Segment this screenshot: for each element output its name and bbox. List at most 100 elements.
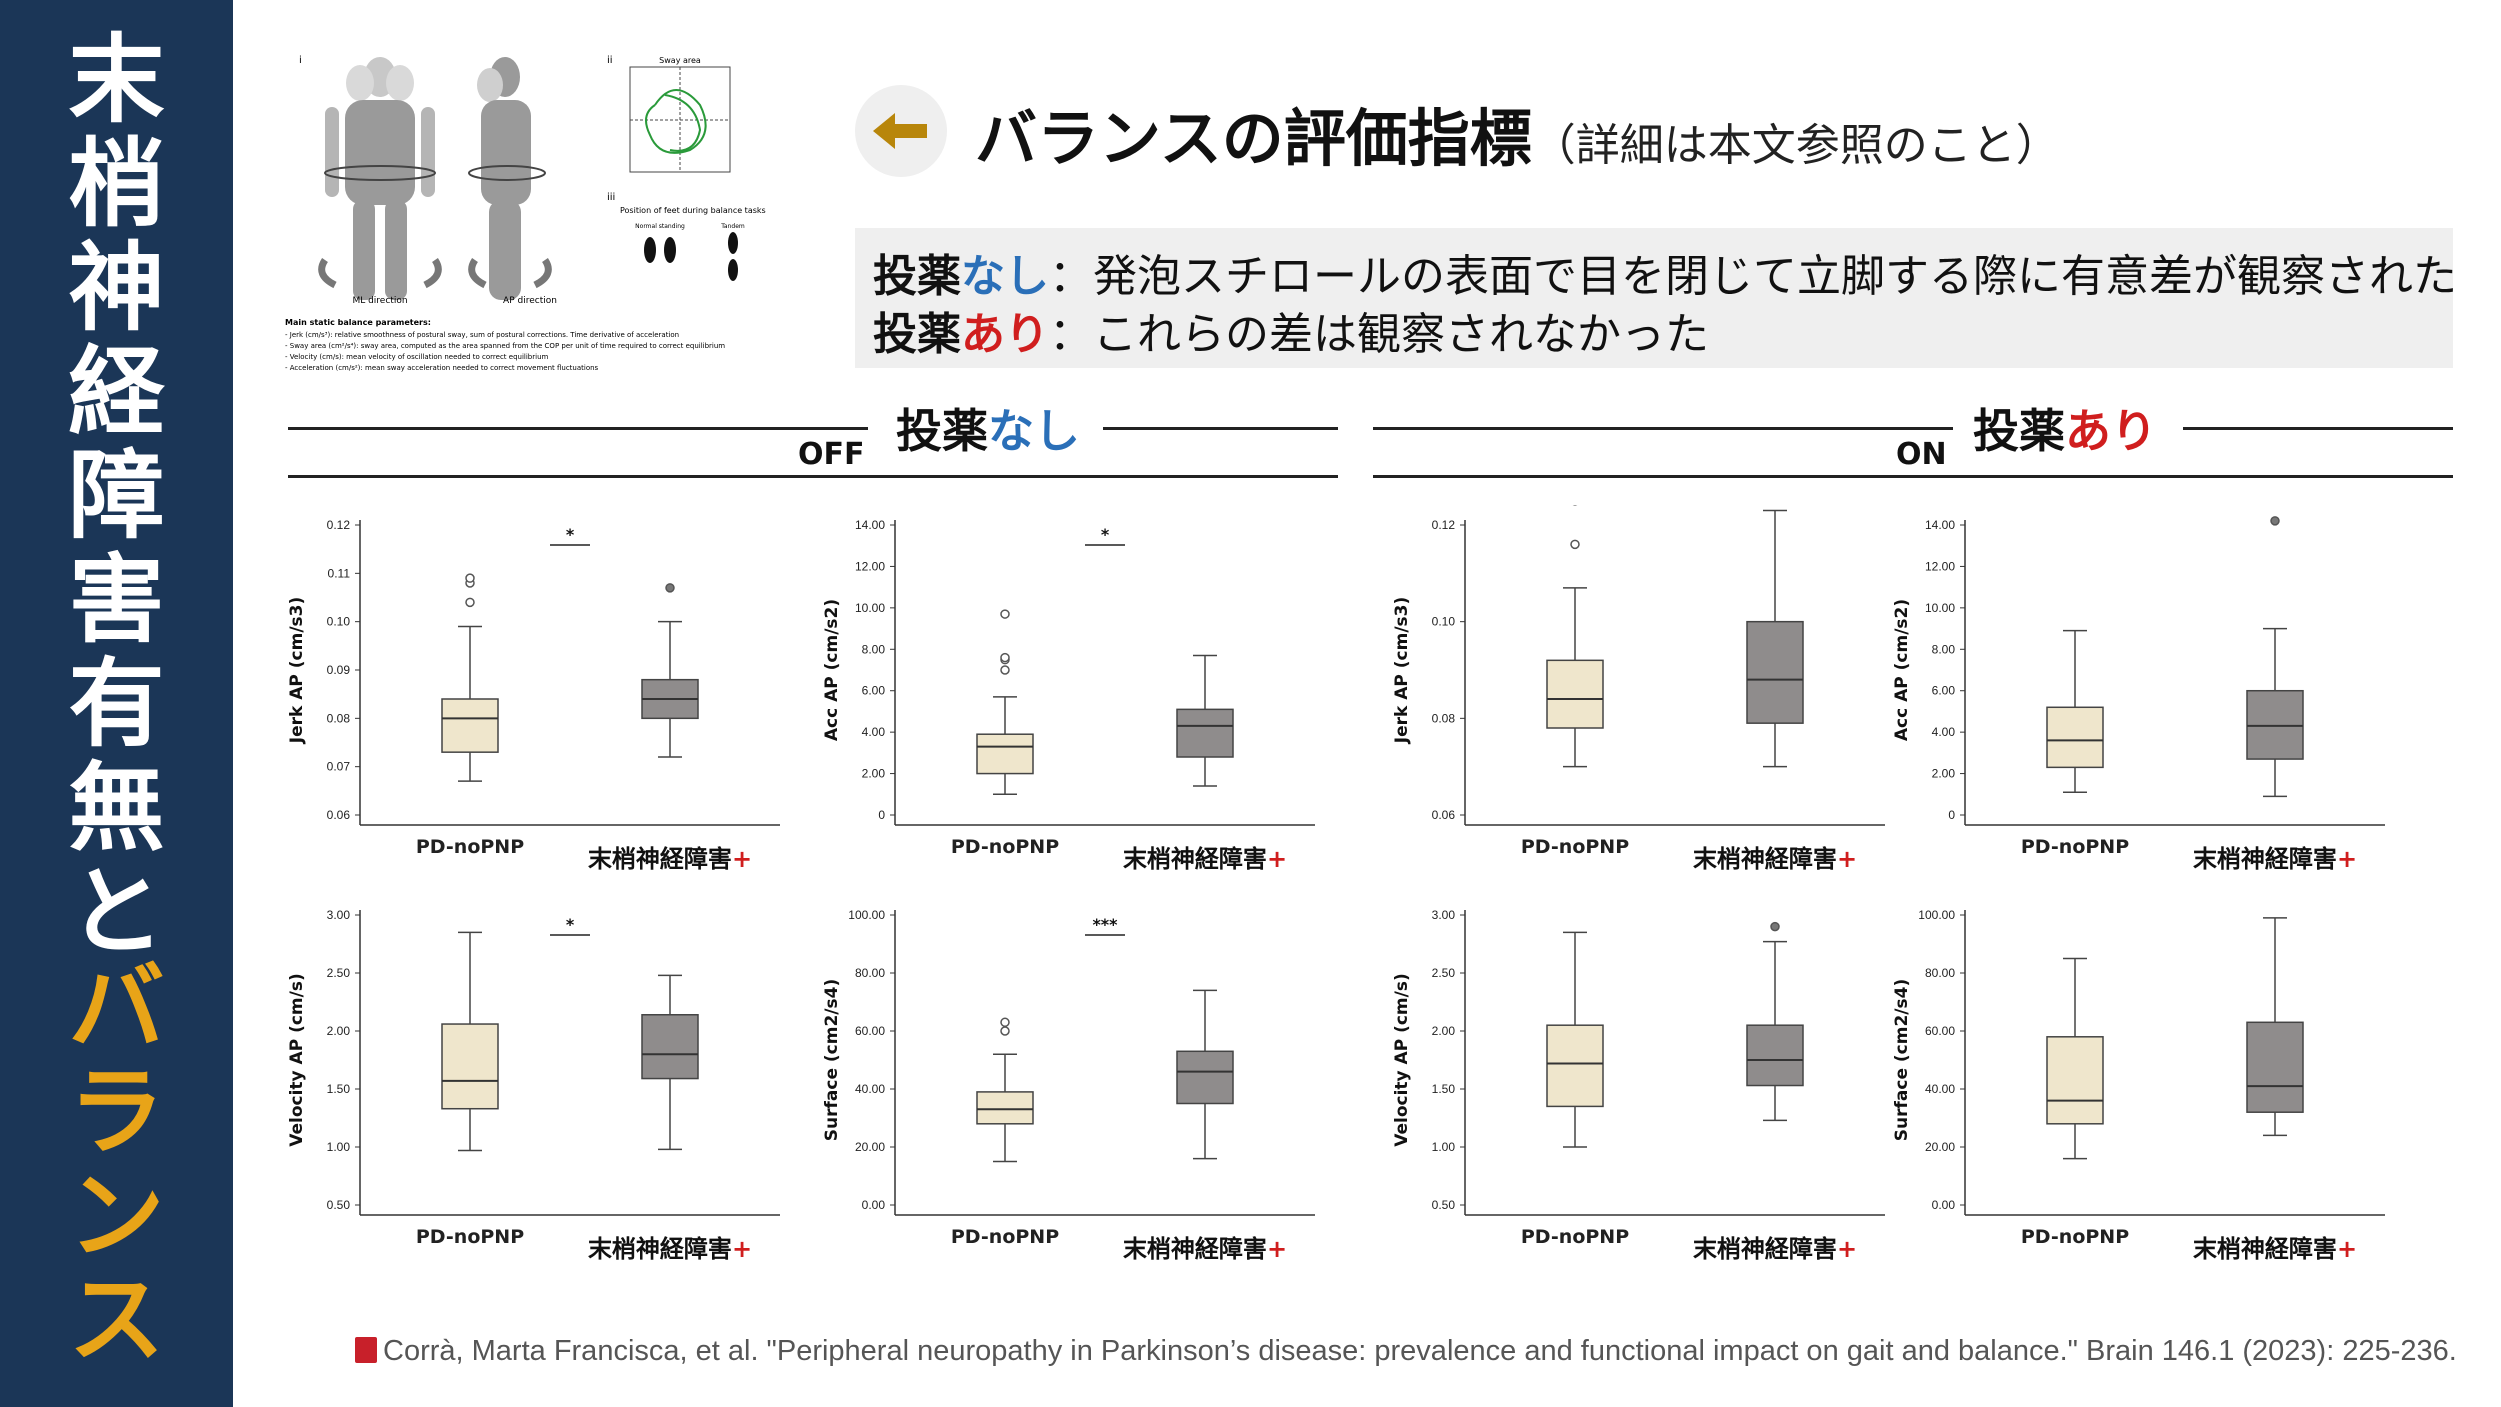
y-axis-label: Surface (cm2/s4) xyxy=(822,979,842,1141)
y-tick-label: 80.00 xyxy=(855,966,885,980)
ap-direction-label: AP direction xyxy=(503,296,557,306)
header-rule xyxy=(288,475,1338,478)
header-rule xyxy=(288,427,868,430)
title-char: 末 xyxy=(68,24,165,136)
title-char: 障 xyxy=(68,440,165,552)
y-tick-label: 0 xyxy=(1948,808,1955,822)
outlier-point xyxy=(1770,921,1780,932)
plus-mark: + xyxy=(732,845,752,873)
y-tick-label: 0 xyxy=(878,808,885,822)
box-iqr xyxy=(976,733,1034,775)
y-tick-label: 0.12 xyxy=(327,518,351,532)
title-char: 梢 xyxy=(68,128,165,240)
title-char: バ xyxy=(68,952,165,1064)
boxplot-svg: 0.00 20.00 40.00 60.00 80.00 100.00 Surface (c… xyxy=(822,908,1315,1263)
header-rule xyxy=(1103,427,1338,430)
y-tick-label: 1.50 xyxy=(327,1082,351,1096)
outlier-point xyxy=(1000,1017,1010,1028)
title-char: 有 xyxy=(68,648,165,760)
section-title-accent: なし xyxy=(988,404,1080,458)
x-tick-label: 末梢神経障害+ xyxy=(1123,845,1287,873)
section-title-key: 投薬 xyxy=(1973,404,2065,458)
y-tick-label: 2.00 xyxy=(327,1024,351,1038)
chart-on-jerk: 0.06 0.08 0.10 0.12 Jerk AP (cm/s3) PD-noPNP 末… xyxy=(1385,505,1905,885)
title-char: 害 xyxy=(68,544,165,656)
section-sub-on: ON xyxy=(1896,437,1947,472)
y-tick-label: 0.07 xyxy=(327,760,351,774)
ml-direction-label: ML direction xyxy=(352,296,407,306)
x-tick-label: PD-noPNP xyxy=(416,836,524,858)
y-tick-label: 12.00 xyxy=(1925,559,1955,573)
title-char: ス xyxy=(68,1264,165,1376)
box-iqr xyxy=(1746,620,1804,724)
y-tick-label: 10.00 xyxy=(855,601,885,615)
box-iqr xyxy=(1546,659,1604,729)
title-char: 無 xyxy=(68,752,165,864)
body-silhouette-side xyxy=(477,57,531,300)
box-iqr xyxy=(1546,1024,1604,1108)
box-iqr xyxy=(976,1091,1034,1125)
normal-standing-label: Normal standing xyxy=(635,223,685,230)
y-tick-label: 100.00 xyxy=(1918,908,1955,922)
box-iqr xyxy=(2046,1036,2104,1125)
chart-on-surface: 0.00 20.00 40.00 60.00 80.00 100.00 Surface (c… xyxy=(1885,895,2405,1275)
boxplot-svg: 0.50 1.00 1.50 2.00 2.50 3.00 Velocity AP (cm/… xyxy=(1392,908,1885,1263)
sway-ring-ap xyxy=(468,165,546,181)
y-tick-label: 1.00 xyxy=(1432,1140,1456,1154)
body-silhouette-front xyxy=(325,57,435,300)
boxplot-svg: 0.06 0.07 0.08 0.09 0.10 0.11 0.12 Jerk AP (cm/… xyxy=(287,518,780,873)
box-iqr xyxy=(2246,689,2304,760)
box-iqr xyxy=(2246,1021,2304,1113)
box-iqr xyxy=(1176,708,1234,758)
box-iqr xyxy=(441,698,499,753)
back-button[interactable] xyxy=(855,85,947,177)
y-tick-label: 14.00 xyxy=(855,518,885,532)
y-tick-label: 10.00 xyxy=(1925,601,1955,615)
chart-on-acc: 0 2.00 4.00 6.00 8.00 10.00 12.00 14.00 Acc AP (… xyxy=(1885,505,2405,885)
y-tick-label: 4.00 xyxy=(862,725,886,739)
outlier-point xyxy=(1570,539,1580,550)
summary-line-on: 投薬あり：これらの差は観察されなかった xyxy=(873,298,1709,362)
section-title-accent: あり xyxy=(2065,404,2157,458)
param-acceleration: - Acceleration (cm/s²): mean sway accele… xyxy=(285,364,599,372)
sway-area-title: Sway area xyxy=(659,56,701,65)
plus-mark: + xyxy=(1267,1235,1287,1263)
y-tick-label: 0.50 xyxy=(1432,1198,1456,1212)
y-tick-label: 8.00 xyxy=(862,642,886,656)
y-tick-label: 0.00 xyxy=(1932,1198,1956,1212)
y-tick-label: 8.00 xyxy=(1932,642,1956,656)
box-iqr xyxy=(441,1023,499,1110)
feet-position-title: Position of feet during balance tasks xyxy=(620,206,766,215)
param-velocity: - Velocity (cm/s): mean velocity of osci… xyxy=(285,353,549,361)
section-title-on: 投薬あり xyxy=(1973,395,2157,461)
y-tick-label: 3.00 xyxy=(1432,908,1456,922)
header-rule xyxy=(1373,427,1953,430)
section-title-key: 投薬 xyxy=(896,404,988,458)
box-iqr xyxy=(1746,1024,1804,1087)
y-tick-label: 40.00 xyxy=(1925,1082,1955,1096)
chart-off-velocity: 0.50 1.00 1.50 2.00 2.50 3.00 Velocity AP (cm/… xyxy=(280,895,800,1275)
y-axis-label: Acc AP (cm/s2) xyxy=(1892,599,1912,741)
boxplot-svg: 0 2.00 4.00 6.00 8.00 10.00 12.00 14.00 Acc AP (… xyxy=(1892,516,2385,873)
y-tick-label: 0.06 xyxy=(1432,808,1456,822)
y-tick-label: 0.11 xyxy=(328,566,351,580)
footprints-icon xyxy=(644,232,738,281)
x-tick-label: PD-noPNP xyxy=(1521,1226,1629,1248)
summary-line-off: 投薬なし：発泡スチロールの表面で目を閉じて立脚する際に有意差が観察された xyxy=(873,240,2457,304)
summary-key-accent: なし xyxy=(961,251,1049,302)
y-tick-label: 3.00 xyxy=(327,908,351,922)
param-jerk: - Jerk (cm/s³): relative smoothness of p… xyxy=(285,331,679,339)
summary-text: ：これらの差は観察されなかった xyxy=(1049,309,1709,360)
y-axis-label: Surface (cm2/s4) xyxy=(1892,979,1912,1141)
vertical-title: 末 梢 神 経 障 害 有 無 と xyxy=(0,32,233,968)
y-tick-label: 0.10 xyxy=(1432,615,1456,629)
citation-text: Corrà, Marta Francisca, et al. "Peripher… xyxy=(383,1335,2457,1367)
param-sway-area: - Sway area (cm²/s⁴): sway area, compute… xyxy=(285,342,725,350)
y-tick-label: 0.12 xyxy=(1432,518,1456,532)
y-tick-label: 2.00 xyxy=(1932,767,1956,781)
summary-box: 投薬なし：発泡スチロールの表面で目を閉じて立脚する際に有意差が観察された 投薬あ… xyxy=(855,228,2457,368)
panel-label-iii: iii xyxy=(607,192,615,203)
y-tick-label: 2.50 xyxy=(1432,966,1456,980)
y-tick-label: 12.00 xyxy=(855,559,885,573)
chart-off-surface: 0.00 20.00 40.00 60.00 80.00 100.00 Surface (c… xyxy=(815,895,1335,1275)
